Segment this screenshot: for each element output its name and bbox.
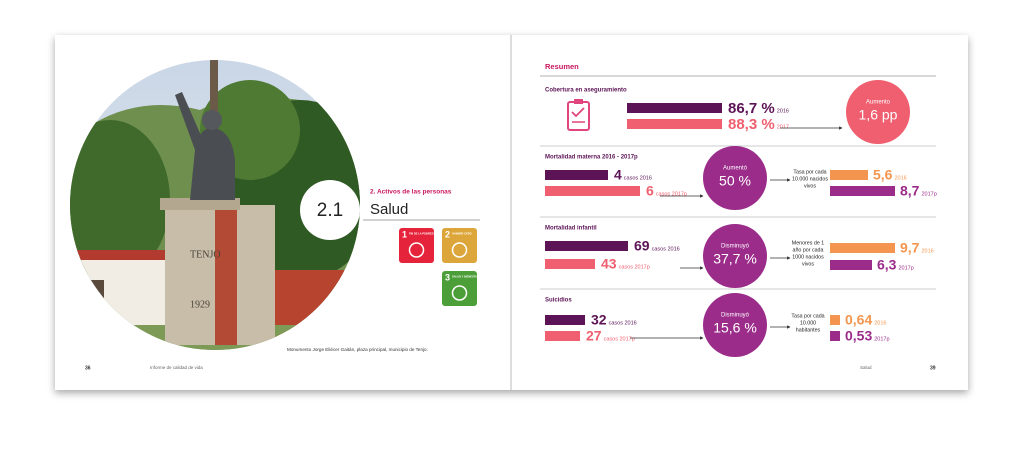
rate-bar	[830, 260, 872, 270]
section-title: Mortalidad infantil	[545, 226, 597, 232]
indicator-label: casos 2017p	[604, 336, 635, 342]
rate-note: año por cada	[793, 247, 824, 253]
indicator-value: 88,3 %	[728, 116, 775, 133]
change-label: Disminuyó	[721, 313, 750, 319]
page-footer: Informe de calidad de vida	[150, 365, 203, 370]
rate-label: 2017p	[898, 265, 913, 271]
svg-text:TENJO: TENJO	[190, 249, 221, 260]
sdg-icon	[442, 228, 477, 263]
rate-label: 2016	[894, 175, 906, 181]
indicator-label: casos 2016	[609, 320, 637, 326]
change-circle	[846, 80, 910, 144]
section-title: Cobertura en aseguramiento	[545, 88, 627, 94]
indicator-value: 32	[591, 312, 607, 328]
rate-bar	[830, 331, 840, 341]
rate-bar	[830, 243, 895, 253]
indicator-label: 2017	[777, 124, 789, 130]
rate-bar	[830, 170, 868, 180]
photo: TENJO 1929	[70, 60, 360, 350]
indicator-bar	[627, 103, 722, 113]
rate-value: 0,64	[845, 312, 872, 328]
indicator-label: casos 2017p	[656, 191, 687, 197]
section-label: 2. Activos de las personas	[370, 189, 452, 196]
change-value: 50 %	[719, 173, 751, 189]
rate-value: 0,53	[845, 328, 872, 344]
clipboard-clip	[574, 99, 583, 104]
sdg-pictogram	[408, 242, 425, 258]
rate-label: 2016	[874, 320, 886, 326]
sdg-icon	[442, 271, 477, 306]
rate-value: 8,7	[900, 183, 920, 199]
rate-bar	[830, 186, 895, 196]
indicator-value: 27	[586, 328, 602, 344]
indicator-bar	[545, 259, 595, 269]
change-circle	[703, 146, 767, 210]
indicator-bar	[627, 119, 722, 129]
indicator-bar	[545, 241, 628, 251]
page-number: 39	[930, 365, 936, 371]
rate-note: 10.000 nacidos	[792, 176, 828, 182]
rate-label: 2017p	[874, 336, 889, 342]
rate-note: vivos	[802, 261, 814, 267]
section-number: 2.1	[317, 200, 343, 221]
sdg-icons: 1 FIN DE LA POBREZA 2 HAMBRE CERO 3 SALUD Y B…	[399, 228, 479, 306]
change-circle	[703, 293, 767, 357]
rate-note: Menores de 1	[792, 240, 824, 246]
rate-note: vivos	[804, 183, 816, 189]
rate-note: 1000 nacidos	[792, 254, 824, 260]
change-label: Aumento	[866, 100, 891, 106]
indicator-value: 86,7 %	[728, 100, 775, 117]
rate-note: Tasa por cada	[791, 313, 824, 319]
section-title: Suicidios	[545, 298, 572, 304]
sdg-pictogram	[451, 285, 468, 301]
indicator-label: casos 2016	[624, 175, 652, 181]
change-circle	[703, 224, 767, 288]
sdg-label: FIN DE LA POBREZA	[409, 232, 435, 236]
indicator-value: 69	[634, 238, 650, 254]
page-footer: Salud	[860, 365, 872, 370]
rate-label: 2016	[921, 248, 933, 254]
rate-note: 10.000	[800, 320, 816, 326]
change-label: Disminuyó	[721, 244, 750, 250]
indicator-value: 4	[614, 167, 622, 183]
indicator-bar	[545, 186, 640, 196]
sdg-number: 1	[402, 229, 407, 239]
sdg-number: 2	[445, 229, 450, 239]
photo-caption: Monumento Jorge Eliécer Gaitán, plaza pr…	[287, 347, 428, 352]
indicator-value: 43	[601, 256, 617, 272]
sdg-pictogram	[451, 242, 468, 258]
indicator-label: casos 2017p	[619, 264, 650, 270]
change-value: 1,6 pp	[859, 107, 898, 123]
check-mark	[571, 107, 585, 118]
sdg-label: HAMBRE CERO	[452, 232, 472, 236]
section-title: Mortalidad materna 2016 - 2017p	[545, 155, 638, 161]
change-value: 37,7 %	[713, 251, 757, 267]
indicator-label: casos 2016	[652, 246, 680, 252]
section-badge	[300, 180, 360, 240]
rate-note: Tasa por cada	[793, 169, 826, 175]
indicator-bar	[545, 315, 585, 325]
indicator-label: 2016	[777, 108, 789, 114]
rate-value: 6,3	[877, 257, 897, 273]
rate-note: habitantes	[796, 327, 821, 333]
sdg-icon	[399, 228, 434, 263]
indicator-bar	[545, 170, 608, 180]
change-label: Aumentó	[723, 166, 748, 172]
change-value: 15,6 %	[713, 320, 757, 336]
rate-value: 5,6	[873, 167, 893, 183]
indicator-bar	[545, 331, 580, 341]
indicator-value: 6	[646, 183, 654, 199]
rate-bar	[830, 315, 840, 325]
sdg-number: 3	[445, 272, 450, 282]
summary-heading: Resumen	[545, 62, 579, 71]
page-number: 36	[85, 365, 91, 371]
section-title: Salud	[370, 201, 408, 218]
rate-value: 9,7	[900, 240, 920, 256]
rate-label: 2017p	[921, 191, 936, 197]
svg-text:1929: 1929	[190, 299, 210, 310]
sdg-label: SALUD Y BIENESTAR	[452, 275, 479, 279]
